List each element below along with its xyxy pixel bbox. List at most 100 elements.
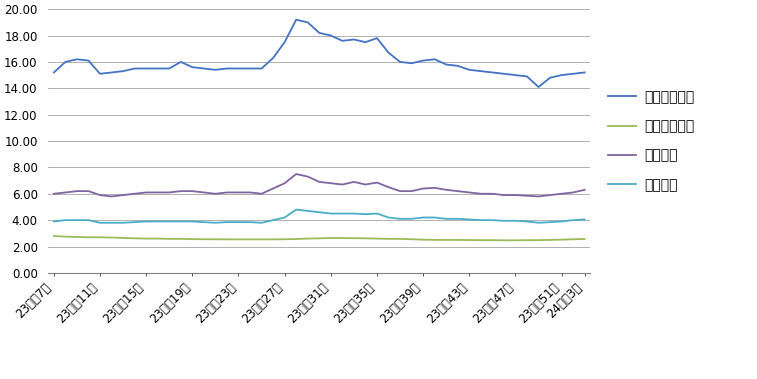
生猪出场价格 [269,56,278,60]
生猪出场价格 [326,33,335,38]
玉米购进价格 [407,237,416,241]
猪料比价 [419,215,428,220]
玉米购进价格 [384,236,393,241]
玉米购进价格 [61,234,70,239]
生猪出场价格 [223,66,232,71]
玉米购进价格 [269,237,278,242]
猪粮比价 [338,182,347,187]
生猪出场价格 [211,67,220,72]
玉米购进价格 [107,235,116,240]
猪粮比价 [84,189,93,193]
生猪出场价格 [557,73,566,77]
猪料比价 [234,220,243,224]
猪料比价 [338,211,347,216]
生猪出场价格 [291,17,301,22]
猪粮比价 [407,189,416,193]
猪粮比价 [349,180,358,184]
生猪出场价格 [142,66,151,71]
猪料比价 [326,211,335,216]
猪料比价 [315,210,324,215]
猪粮比价 [465,190,474,195]
猪料比价 [245,220,254,224]
生猪出场价格 [453,64,463,68]
玉米购进价格 [465,238,474,242]
猪粮比价 [441,188,450,192]
玉米购进价格 [130,236,139,241]
玉米购进价格 [534,238,543,243]
玉米购进价格 [95,235,104,240]
玉米购进价格 [453,238,463,242]
猪粮比价 [142,190,151,195]
玉米购进价格 [441,238,450,242]
猪粮比价 [511,193,520,197]
猪料比价 [280,215,289,220]
玉米购进价格 [522,238,531,243]
玉米购进价格 [245,237,254,242]
玉米购进价格 [49,234,58,238]
猪料比价 [453,216,463,221]
猪粮比价 [165,190,174,195]
玉米购进价格 [188,237,197,241]
猪粮比价 [395,189,404,193]
猪粮比价 [49,191,58,196]
猪粮比价 [488,191,497,196]
猪料比价 [84,218,93,222]
玉米购进价格 [476,238,485,243]
生猪出场价格 [234,66,243,71]
生猪出场价格 [384,50,393,55]
生猪出场价格 [372,36,382,41]
猪料比价 [223,220,232,224]
生猪出场价格 [304,20,313,25]
生猪出场价格 [188,65,197,69]
猪料比价 [407,216,416,221]
生猪出场价格 [349,37,358,42]
生猪出场价格 [315,31,324,35]
猪粮比价 [546,193,555,197]
猪料比价 [349,211,358,216]
猪粮比价 [557,191,566,196]
玉米购进价格 [430,238,439,242]
猪料比价 [569,218,578,222]
生猪出场价格 [61,60,70,64]
猪粮比价 [245,190,254,195]
猪料比价 [441,216,450,221]
玉米购进价格 [361,236,370,241]
猪料比价 [119,221,128,225]
猪料比价 [522,219,531,224]
猪料比价 [142,219,151,224]
生猪出场价格 [49,70,58,75]
生猪出场价格 [84,58,93,63]
玉米购进价格 [153,236,162,241]
玉米购进价格 [557,237,566,242]
猪料比价 [534,221,543,225]
玉米购进价格 [372,236,382,241]
猪粮比价 [130,191,139,196]
猪料比价 [176,219,185,224]
玉米购进价格 [488,238,497,243]
生猪出场价格 [488,70,497,75]
猪粮比价 [73,189,82,193]
生猪出场价格 [465,67,474,72]
猪粮比价 [280,181,289,185]
玉米购进价格 [315,236,324,241]
玉米购进价格 [500,238,509,243]
Legend: 生猪出场价格, 玉米购进价格, 猪粮比价, 猪料比价: 生猪出场价格, 玉米购进价格, 猪粮比价, 猪料比价 [603,85,700,197]
猪粮比价 [476,191,485,196]
猪粮比价 [199,190,208,195]
猪料比价 [107,221,116,225]
猪粮比价 [257,191,266,196]
猪料比价 [465,217,474,222]
Line: 玉米购进价格: 玉米购进价格 [54,236,584,240]
猪料比价 [199,220,208,224]
生猪出场价格 [511,73,520,77]
猪料比价 [49,219,58,224]
生猪出场价格 [441,62,450,67]
玉米购进价格 [304,236,313,241]
猪料比价 [291,207,301,212]
生猪出场价格 [176,60,185,64]
猪粮比价 [361,182,370,187]
猪料比价 [580,217,589,222]
生猪出场价格 [245,66,254,71]
Line: 猪料比价: 猪料比价 [54,210,584,223]
猪料比价 [511,219,520,223]
